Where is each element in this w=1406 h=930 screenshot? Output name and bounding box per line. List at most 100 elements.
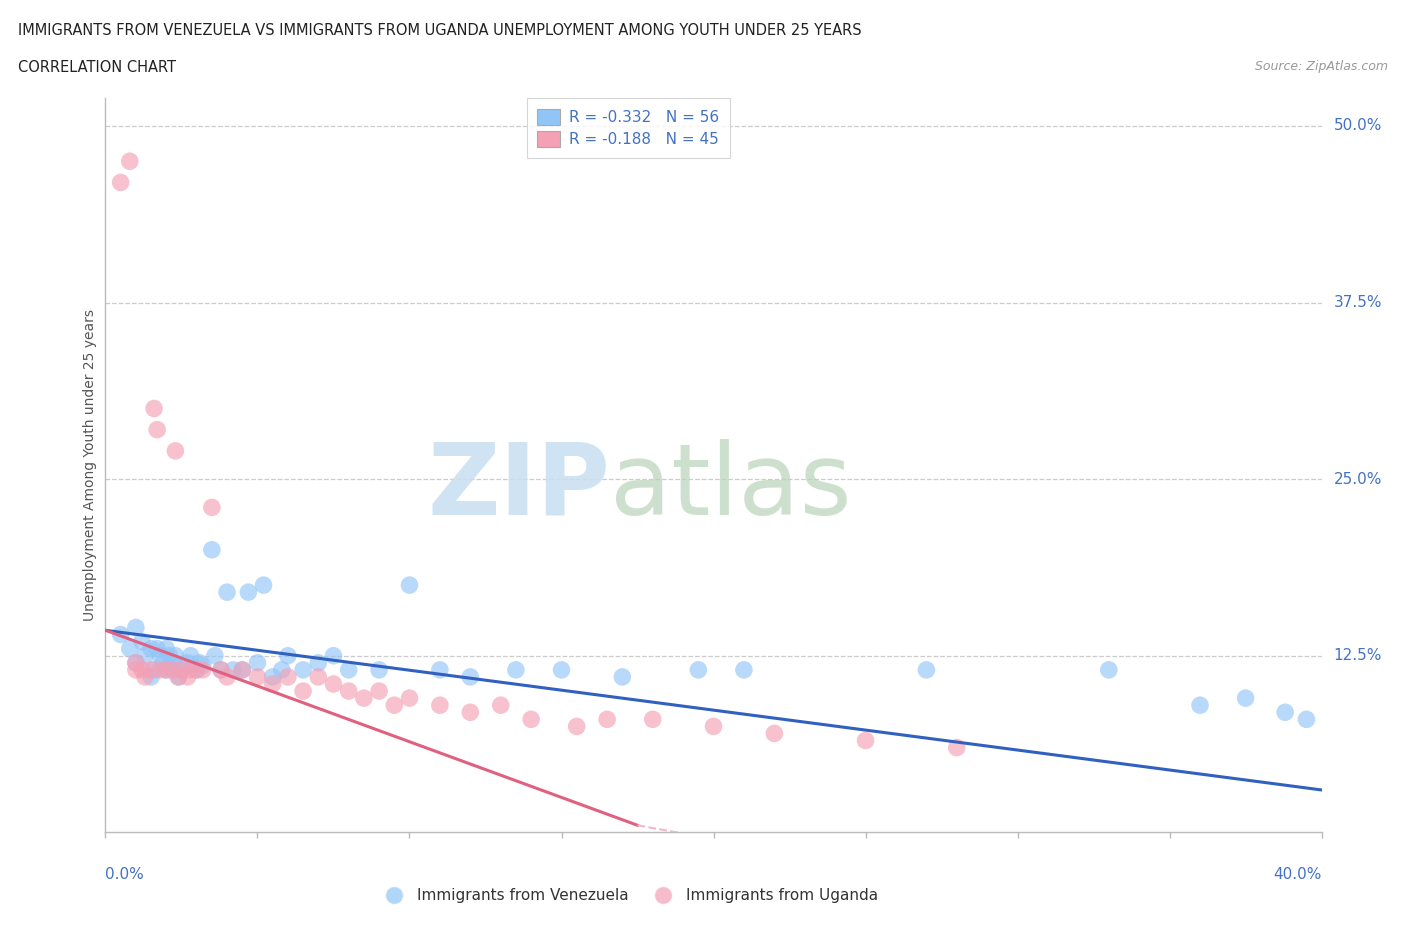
Point [458, 705, 481, 720]
Point [337, 684, 360, 698]
Point [565, 719, 588, 734]
Point [157, 648, 180, 663]
Legend: Immigrants from Venezuela, Immigrants from Uganda: Immigrants from Venezuela, Immigrants fr… [373, 882, 884, 910]
Point [201, 500, 224, 515]
Point [353, 691, 375, 706]
Point [149, 648, 172, 663]
Point [110, 627, 132, 642]
Point [1188, 698, 1211, 712]
Point [110, 175, 132, 190]
Point [170, 662, 193, 677]
Point [209, 662, 232, 677]
Point [612, 670, 634, 684]
Text: 25.0%: 25.0% [1334, 472, 1382, 486]
Point [139, 642, 162, 657]
Point [277, 648, 299, 663]
Point [252, 578, 274, 592]
Point [170, 662, 193, 677]
Text: 37.5%: 37.5% [1334, 295, 1382, 310]
Point [118, 153, 141, 168]
Text: IMMIGRANTS FROM VENEZUELA VS IMMIGRANTS FROM UGANDA UNEMPLOYMENT AMONG YOUTH UND: IMMIGRANTS FROM VENEZUELA VS IMMIGRANTS … [18, 23, 862, 38]
Point [165, 648, 187, 663]
Point [139, 670, 162, 684]
Point [125, 656, 148, 671]
Point [162, 662, 184, 677]
Point [188, 656, 211, 671]
Point [167, 670, 190, 684]
Point [162, 656, 184, 671]
Point [152, 656, 174, 671]
Point [915, 662, 938, 677]
Point [368, 662, 391, 677]
Point [118, 642, 141, 657]
Text: 50.0%: 50.0% [1334, 118, 1382, 133]
Point [146, 422, 169, 437]
Point [1274, 705, 1296, 720]
Point [217, 585, 239, 600]
Point [1098, 662, 1121, 677]
Point [186, 662, 208, 677]
Point [520, 711, 543, 726]
Point [855, 733, 877, 748]
Point [262, 676, 284, 691]
Point [292, 684, 315, 698]
Point [292, 662, 315, 677]
Point [550, 662, 572, 677]
Point [733, 662, 755, 677]
Point [458, 670, 481, 684]
Point [322, 676, 344, 691]
Point [180, 662, 202, 677]
Text: Source: ZipAtlas.com: Source: ZipAtlas.com [1254, 60, 1388, 73]
Point [222, 662, 245, 677]
Point [162, 662, 184, 677]
Point [945, 740, 967, 755]
Point [1295, 711, 1317, 726]
Point [688, 662, 710, 677]
Point [191, 662, 214, 677]
Point [398, 578, 420, 592]
Point [270, 662, 292, 677]
Point [217, 670, 239, 684]
Point [382, 698, 405, 712]
Point [155, 662, 177, 677]
Point [307, 656, 329, 671]
Point [702, 719, 725, 734]
Point [155, 662, 177, 677]
Point [143, 401, 166, 416]
Point [231, 662, 253, 677]
Point [246, 670, 269, 684]
Text: CORRELATION CHART: CORRELATION CHART [18, 60, 176, 75]
Point [398, 691, 420, 706]
Point [641, 711, 664, 726]
Point [143, 662, 166, 677]
Point [238, 585, 260, 600]
Text: 12.5%: 12.5% [1334, 648, 1382, 663]
Point [596, 711, 619, 726]
Point [180, 648, 202, 663]
Point [307, 670, 329, 684]
Point [165, 444, 187, 458]
Point [134, 648, 156, 663]
Point [125, 620, 148, 635]
Point [131, 662, 153, 677]
Point [176, 670, 198, 684]
Point [125, 656, 148, 671]
Point [489, 698, 512, 712]
Point [176, 656, 198, 671]
Point [429, 662, 451, 677]
Point [131, 634, 153, 649]
Point [368, 684, 391, 698]
Point [505, 662, 527, 677]
Point [155, 642, 177, 657]
Point [337, 662, 360, 677]
Point [134, 670, 156, 684]
Text: 40.0%: 40.0% [1274, 867, 1322, 882]
Text: 0.0%: 0.0% [105, 867, 145, 882]
Point [231, 662, 253, 677]
Point [167, 670, 190, 684]
Point [186, 662, 208, 677]
Point [246, 656, 269, 671]
Point [429, 698, 451, 712]
Point [191, 658, 214, 673]
Point [1234, 691, 1257, 706]
